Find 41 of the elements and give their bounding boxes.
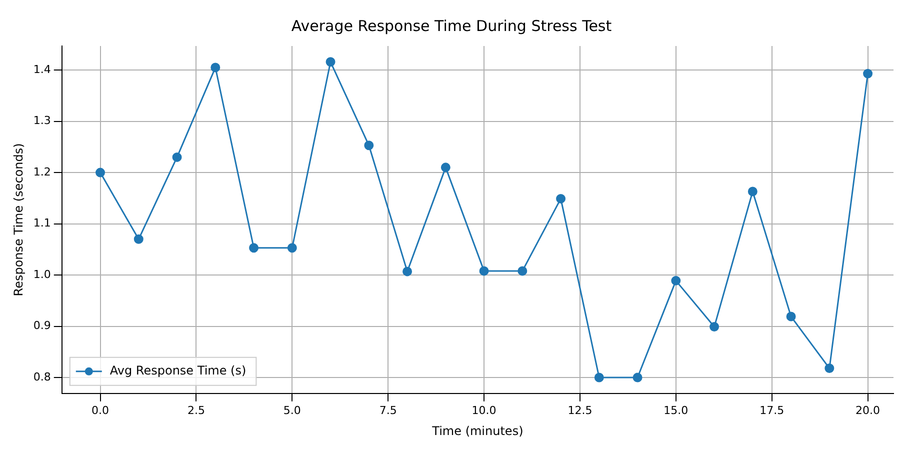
point: [786, 312, 796, 322]
point: [824, 364, 834, 374]
y-axis-title: Response Time (seconds): [11, 143, 26, 296]
x-tick-label: 0.0: [92, 404, 110, 417]
point: [364, 140, 374, 150]
point: [96, 168, 106, 178]
y-tick-label: 1.3: [33, 114, 51, 128]
point: [594, 372, 604, 382]
x-tick-label: 5.0: [283, 404, 301, 417]
y-tick-label: 1.4: [33, 62, 51, 76]
point: [326, 57, 336, 67]
point: [710, 322, 720, 332]
x-tick-label: 15.0: [664, 404, 688, 417]
point: [518, 266, 528, 276]
point: [632, 372, 642, 382]
point: [134, 234, 144, 244]
y-tick-label: 0.9: [33, 319, 51, 332]
point: [671, 276, 681, 286]
y-tick-label: 1.0: [33, 268, 51, 281]
y-tick-label: 1.1: [33, 216, 51, 230]
x-tick-label: 20.0: [856, 404, 880, 417]
x-tick-label: 17.5: [760, 404, 784, 417]
y-tick-label: 1.2: [33, 165, 51, 178]
x-tick-label: 12.5: [568, 404, 592, 417]
point: [402, 266, 412, 276]
x-tick-label: 10.0: [472, 404, 496, 417]
point: [172, 152, 182, 162]
point: [287, 243, 297, 253]
point: [249, 243, 259, 253]
x-tick-label: 7.5: [379, 404, 397, 417]
point: [863, 68, 873, 78]
point: [748, 186, 758, 196]
chart-title: Average Response Time During Stress Test: [291, 16, 612, 35]
y-tick-label: 0.8: [33, 370, 51, 384]
point: [556, 194, 566, 204]
x-axis-title: Time (minutes): [431, 424, 524, 438]
x-tick-label: 2.5: [187, 404, 205, 417]
legend-label: Avg Response Time (s): [110, 364, 246, 378]
point: [440, 162, 450, 172]
point: [210, 62, 220, 72]
point: [479, 266, 489, 276]
